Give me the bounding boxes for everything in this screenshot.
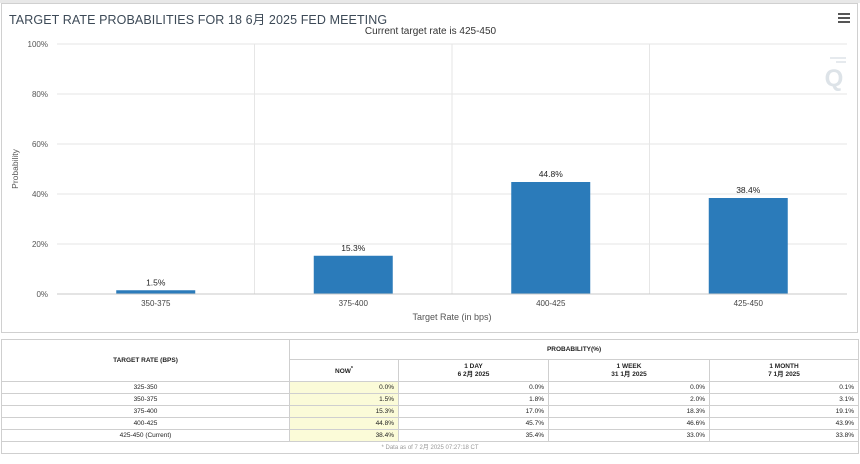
one-month-cell: 19.1%	[708, 405, 860, 418]
one-month-cell: 43.9%	[708, 417, 860, 430]
now-column-header: NOW*	[289, 359, 399, 382]
footnote-row: * Data as of 7 2月 2025 07:27:18 CT	[0, 441, 860, 454]
chart-title: TARGET RATE PROBABILITIES FOR 18 6月 2025…	[9, 13, 388, 27]
x-tick-label: 375-400	[339, 299, 369, 308]
rate-cell: 350-375	[1, 393, 290, 406]
table-row: 400-425 44.8% 45.7% 46.6% 43.9%	[1, 417, 860, 430]
bar	[313, 255, 393, 294]
y-tick-label: 0%	[36, 290, 48, 299]
rate-cell: 325-350	[1, 381, 290, 394]
y-tick-label: 60%	[32, 140, 48, 149]
one-week-cell: 33.0%	[548, 429, 710, 442]
now-cell: 15.3%	[289, 405, 399, 418]
one-week-cell: 46.6%	[548, 417, 710, 430]
rate-cell: 425-450 (Current)	[1, 429, 290, 442]
target-rate-header: TARGET RATE (BPS)	[1, 339, 290, 382]
data-timestamp-footnote: * Data as of 7 2月 2025 07:27:18 CT	[0, 441, 860, 454]
one-day-cell: 0.0%	[398, 381, 549, 394]
probability-table-wrap: TARGET RATE (BPS) PROBABILITY(%) NOW* 1 …	[0, 338, 860, 454]
chart-subtitle: Current target rate is 425-450	[364, 26, 497, 37]
one-day-cell: 1.8%	[398, 393, 549, 406]
bar	[708, 198, 788, 294]
y-tick-label: 100%	[28, 40, 48, 49]
bar	[511, 182, 591, 294]
probability-header: PROBABILITY(%)	[288, 338, 860, 361]
one-week-cell: 0.0%	[548, 381, 710, 394]
hamburger-menu-icon[interactable]	[838, 13, 850, 23]
data-label: 15.3%	[341, 243, 366, 253]
one-month-column-header: 1 MONTH 7 1月 2025	[708, 359, 860, 382]
one-day-cell: 17.0%	[398, 405, 549, 418]
data-label: 38.4%	[736, 185, 761, 195]
y-axis-title: Probability	[10, 148, 20, 188]
data-label: 1.5%	[146, 277, 166, 287]
one-day-cell: 35.4%	[398, 429, 549, 442]
now-cell: 0.0%	[289, 381, 399, 394]
one-month-cell: 3.1%	[708, 393, 860, 406]
x-axis-title: Target Rate (in bps)	[412, 312, 491, 322]
top-strip	[0, 0, 860, 3]
bar	[116, 290, 196, 294]
y-tick-label: 20%	[32, 240, 48, 249]
one-month-cell: 0.1%	[708, 381, 860, 394]
one-week-cell: 18.3%	[548, 405, 710, 418]
rate-cell: 400-425	[1, 417, 290, 430]
x-tick-label: 350-375	[141, 299, 171, 308]
table-row: 375-400 15.3% 17.0% 18.3% 19.1%	[1, 405, 860, 418]
data-label: 44.8%	[539, 169, 564, 179]
bar-chart: 0% 20% 40% 60% 80% 100% 1.5% 350-375 15.3% 375-40…	[10, 40, 847, 322]
now-cell: 1.5%	[289, 393, 399, 406]
y-tick-label: 40%	[32, 190, 48, 199]
table-row: 350-375 1.5% 1.8% 2.0% 3.1%	[1, 393, 860, 406]
rate-cell: 375-400	[1, 405, 290, 418]
one-day-column-header: 1 DAY 6 2月 2025	[398, 359, 549, 382]
x-tick-label: 425-450	[734, 299, 764, 308]
chart-panel: 0% 20% 40% 60% 80% 100% 1.5% 350-375 15.3% 375-40…	[1, 3, 858, 333]
y-tick-label: 80%	[32, 90, 48, 99]
one-month-cell: 33.8%	[708, 429, 860, 442]
probability-table: TARGET RATE (BPS) PROBABILITY(%) NOW* 1 …	[0, 338, 860, 454]
one-week-cell: 2.0%	[548, 393, 710, 406]
now-cell: 38.4%	[289, 429, 399, 442]
now-cell: 44.8%	[289, 417, 399, 430]
one-day-cell: 45.7%	[398, 417, 549, 430]
table-row: 425-450 (Current) 38.4% 35.4% 33.0% 33.8…	[1, 429, 860, 442]
one-week-column-header: 1 WEEK 31 1月 2025	[548, 359, 710, 382]
svg-text:Q: Q	[825, 65, 844, 92]
q-logo-icon: Q	[825, 57, 846, 92]
table-row: 325-350 0.0% 0.0% 0.0% 0.1%	[1, 381, 860, 394]
x-tick-label: 400-425	[536, 299, 566, 308]
